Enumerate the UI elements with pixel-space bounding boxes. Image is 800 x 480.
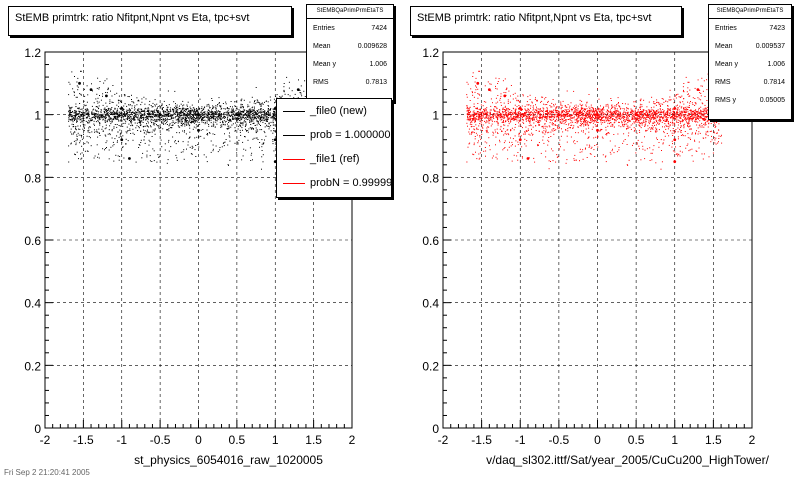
footer-timestamp: Fri Sep 2 21:20:41 2005 [4, 468, 90, 477]
y-tick-label: 1 [34, 109, 41, 123]
x-tick-label: -1.5 [73, 433, 94, 447]
x-tick-label: 2 [349, 433, 356, 447]
y-tick-label: 0.6 [422, 234, 439, 248]
x-tick-label: -1.5 [471, 433, 492, 447]
legend-line-file0 [283, 110, 305, 112]
legend-item-file0: _file0 (new) [277, 99, 391, 123]
right-stats-row-mean: Mean 0.009537 [715, 42, 785, 50]
scatter-point [158, 113, 162, 117]
x-axis-label: st_physics_6054016_raw_1020005 [134, 453, 323, 467]
scatter-point [596, 128, 599, 132]
scatter-point [89, 88, 93, 91]
y-tick-label: 0 [432, 422, 439, 436]
left-plot-title: StEMB primtrk: ratio Nfitpnt,Npnt vs Eta… [8, 6, 292, 36]
scatter-point [78, 81, 81, 85]
x-tick-label: 0 [594, 433, 601, 447]
x-tick-label: -2 [40, 433, 51, 447]
y-tick-label: 0 [34, 422, 41, 436]
scatter-point [673, 107, 677, 110]
scatter-point [487, 88, 491, 91]
y-tick-label: 1.2 [422, 46, 439, 60]
legend-item-prob: prob = 1.000000 [277, 123, 391, 147]
scatter-point [120, 138, 124, 142]
y-tick-label: 0.8 [422, 171, 439, 185]
x-tick-label: 0.5 [628, 433, 645, 447]
x-tick-label: 2 [749, 433, 756, 447]
legend-line-probn [283, 182, 305, 184]
x-tick-label: 1.5 [705, 433, 722, 447]
x-tick-label: 1.5 [305, 433, 322, 447]
series--file1-ref- [476, 81, 715, 164]
scatter-point [273, 160, 277, 164]
left-stats-name: StEMBQaPrimPrmEtaTS [307, 5, 393, 19]
scatter-point [197, 128, 200, 132]
legend-line-file1 [283, 158, 305, 160]
legend-line-prob [283, 134, 305, 136]
y-tick-label: 0.4 [24, 297, 41, 311]
scatter-point [673, 160, 677, 164]
x-tick-label: -1 [515, 433, 526, 447]
x-tick-label: -1 [116, 433, 127, 447]
y-tick-label: 0.8 [24, 171, 41, 185]
right-stats-row-mean-y: Mean y 1.006 [715, 60, 785, 68]
y-tick-label: 0.4 [422, 297, 439, 311]
scatter-point [235, 113, 239, 117]
right-stats-box: StEMBQaPrimPrmEtaTS Entries 7423 Mean 0.… [708, 4, 792, 120]
x-tick-label: 0.5 [229, 433, 246, 447]
left-stats-row-mean: Mean 0.009628 [313, 42, 387, 50]
scatter-point [128, 157, 131, 160]
scatter-point [296, 88, 300, 91]
scatter-point [557, 113, 561, 117]
scatter-point [503, 94, 507, 98]
scatter-point [197, 113, 200, 117]
chart-1: -2 -1.5 -1 -0.5 0 0.5 1 1.5 2 0 0.2 0.4 0.6 0.8 1 1.2 v/… [422, 46, 769, 467]
right-plot-title: StEMB primtrk: ratio Nfitpnt,Npnt vs Eta… [410, 6, 682, 36]
left-plot-title-text: StEMB primtrk: ratio Nfitpnt,Npnt vs Eta… [15, 12, 250, 24]
left-stats-row-entries: Entries 7424 [313, 24, 387, 32]
x-tick-label: 1 [272, 433, 279, 447]
y-tick-label: 0.2 [422, 359, 439, 373]
y-tick-label: 1.2 [24, 46, 41, 60]
right-stats-name: StEMBQaPrimPrmEtaTS [709, 5, 791, 19]
scatter-point [634, 113, 638, 117]
x-tick-label: -0.5 [549, 433, 570, 447]
right-plot-title-text: StEMB primtrk: ratio Nfitpnt,Npnt vs Eta… [417, 12, 652, 24]
legend: _file0 (new) prob = 1.000000 _file1 (ref… [276, 98, 392, 198]
scatter-point [673, 138, 677, 142]
scatter-point [696, 88, 700, 91]
right-stats-row-rms-y: RMS y 0.05005 [715, 96, 785, 104]
scatter-point [518, 138, 522, 142]
scatter-point [518, 107, 522, 110]
scatter-point [526, 157, 530, 160]
y-tick-label: 1 [432, 109, 439, 123]
x-tick-label: -0.5 [150, 433, 171, 447]
right-stats-row-rms: RMS 0.7814 [715, 78, 785, 86]
scatter-point [273, 138, 277, 142]
legend-item-probn: probN = 0.999997 [277, 171, 391, 195]
x-tick-label: 1 [671, 433, 678, 447]
left-stats-row-rms: RMS 0.7813 [313, 78, 387, 86]
scatter-point [120, 107, 124, 110]
scatter-point [105, 94, 108, 98]
x-tick-label: -2 [438, 433, 449, 447]
x-axis-label: v/daq_sl302.ittf/Sat/year_2005/CuCu200_H… [486, 453, 770, 467]
left-stats-row-mean-y: Mean y 1.006 [313, 60, 387, 68]
legend-item-file1: _file1 (ref) [277, 147, 391, 171]
left-stats-box: StEMBQaPrimPrmEtaTS Entries 7424 Mean 0.… [306, 4, 394, 102]
y-tick-label: 0.6 [24, 234, 41, 248]
scatter-point [596, 113, 599, 117]
right-stats-row-entries: Entries 7423 [715, 24, 785, 32]
scatter-point [476, 81, 480, 85]
x-tick-label: 0 [195, 433, 202, 447]
scatter-point [273, 107, 277, 110]
y-tick-label: 0.2 [24, 359, 41, 373]
